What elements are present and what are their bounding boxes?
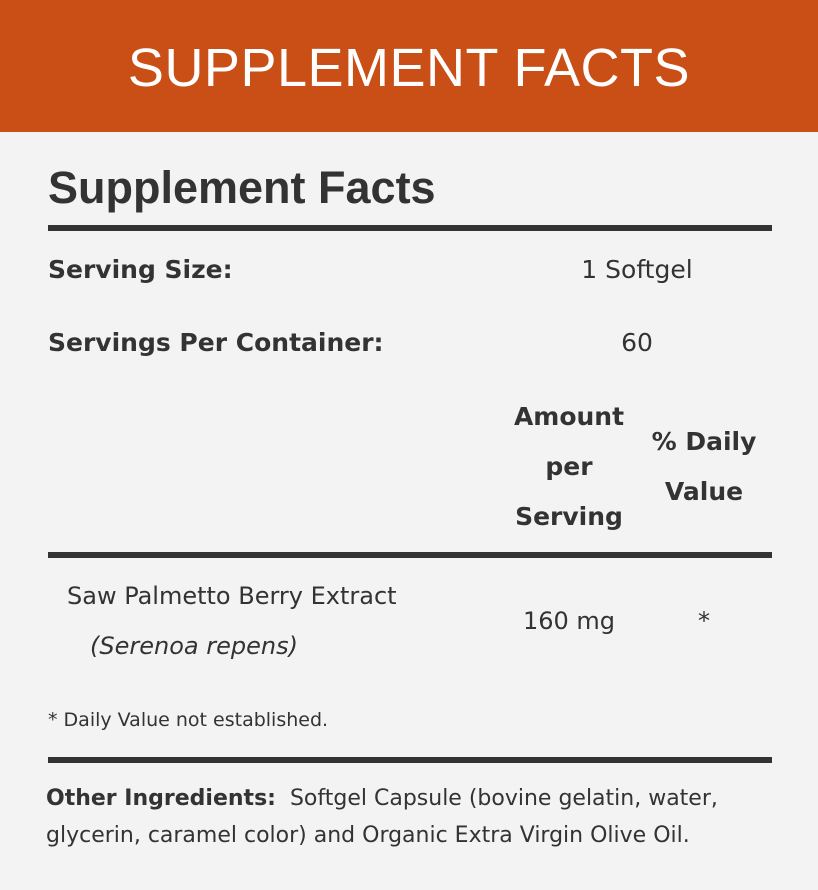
ingredient-latin-name: (Serenoa repens) bbox=[90, 632, 298, 660]
divider-columns bbox=[48, 552, 772, 558]
banner-title: SUPPLEMENT FACTS bbox=[127, 38, 691, 98]
serving-size-label: Serving Size: bbox=[48, 255, 233, 284]
footnote: * Daily Value not established. bbox=[48, 709, 329, 731]
other-ingredients: Other Ingredients: Softgel Capsule (bovi… bbox=[46, 780, 786, 854]
divider-top bbox=[48, 225, 772, 231]
other-ingredients-label: Other Ingredients: bbox=[46, 786, 276, 811]
ingredient-daily-value: * bbox=[698, 607, 710, 635]
header-banner: SUPPLEMENT FACTS bbox=[0, 0, 818, 132]
daily-value-header: % Daily Value bbox=[651, 427, 757, 506]
ingredient-amount: 160 mg bbox=[522, 607, 616, 635]
amount-per-serving-header: Amount per Serving bbox=[513, 402, 625, 531]
ingredient-name: Saw Palmetto Berry Extract bbox=[67, 582, 397, 610]
divider-bottom bbox=[48, 757, 772, 763]
serving-size-value: 1 Softgel bbox=[581, 255, 693, 284]
panel-title: Supplement Facts bbox=[48, 162, 436, 213]
servings-per-container-value: 60 bbox=[621, 328, 653, 357]
other-ingredients-text: Softgel Capsule (bovine gelatin, water, … bbox=[46, 786, 718, 848]
servings-per-container-label: Servings Per Container: bbox=[48, 328, 384, 357]
